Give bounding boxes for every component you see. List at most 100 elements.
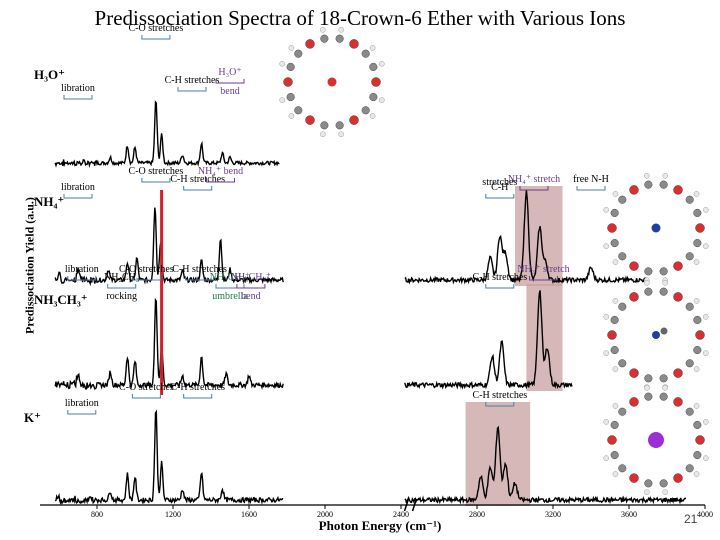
annotation-bracket [107, 284, 137, 289]
oxygen-atom [629, 397, 639, 407]
shaded-region [526, 284, 563, 391]
carbon-atom [693, 315, 702, 325]
carbon-atom [618, 464, 627, 473]
hydrogen-atom [662, 385, 669, 391]
hydrogen-atom [643, 173, 650, 179]
annotation: libration [61, 182, 95, 193]
annotation-bracket [141, 35, 171, 40]
carbon-atom [618, 302, 627, 311]
annotation: H₃O⁺ [218, 67, 241, 78]
hydrogen-atom [379, 61, 385, 67]
hydrogen-atom [338, 27, 345, 33]
carbon-atom [685, 359, 694, 368]
shaded-region [465, 402, 531, 506]
annotation: bend [220, 86, 239, 97]
carbon-atom [659, 180, 668, 189]
carbon-atom [685, 302, 694, 311]
annotation: rocking [106, 291, 137, 302]
oxygen-atom [607, 435, 617, 445]
annotation: NH₃⁺ stretch [517, 264, 569, 275]
annotation-bracket [63, 194, 93, 199]
oxygen-atom [305, 39, 315, 49]
x-axis-label: Photon Energy (cm⁻¹) [318, 518, 442, 533]
annotation-bracket [206, 178, 235, 183]
hydrogen-atom [693, 403, 700, 409]
x-tick-label: 2800 [469, 510, 485, 519]
x-tick-label: 4000 [697, 510, 713, 519]
hydrogen-atom [612, 191, 619, 197]
carbon-atom [618, 195, 627, 204]
hydrogen-atom [703, 350, 709, 356]
x-tick-label: 1600 [241, 510, 257, 519]
carbon-atom [610, 420, 619, 430]
hydrogen-atom [662, 280, 669, 286]
hydrogen-atom [603, 419, 609, 425]
carbon-atom [685, 407, 694, 416]
annotation-bracket [519, 186, 549, 191]
chart-title: Predissociation Spectra of 18-Crown-6 Et… [94, 6, 626, 30]
hydrogen-atom [279, 61, 285, 67]
hydrogen-atom [288, 113, 295, 119]
nitrogen-atom [651, 223, 661, 233]
annotation-bracket [131, 394, 161, 399]
annotation: bend [241, 291, 260, 302]
crown-ether-nh4-icon [603, 173, 709, 283]
oxygen-atom [349, 39, 359, 49]
x-tick-label: 1200 [165, 510, 181, 519]
x-tick-label: 2000 [317, 510, 333, 519]
annotation-bracket [185, 276, 215, 281]
carbon-atom [618, 407, 627, 416]
annotation: NH₂CH₃ [104, 272, 139, 283]
carbon-atom [659, 374, 668, 383]
hydrogen-atom [703, 419, 709, 425]
carbon-atom [286, 92, 295, 102]
carbon-atom [294, 49, 303, 58]
hydrogen-atom [279, 97, 285, 103]
hydrogen-atom [369, 45, 376, 51]
carbon-atom [610, 315, 619, 325]
annotation: C-O stretches [119, 382, 174, 393]
x-tick-label: 2400 [393, 510, 409, 519]
annotation: C-H stretches [170, 382, 225, 393]
oxygen-atom [629, 261, 639, 271]
oxygen-center-atom [327, 77, 337, 87]
spectrum-trace [54, 207, 284, 287]
hydrogen-atom [288, 45, 295, 51]
annotation: NH₃CH₃⁺ [210, 272, 251, 283]
hydrogen-atom [612, 298, 619, 304]
carbon-atom [610, 208, 619, 218]
hydrogen-atom [319, 131, 326, 137]
annotation-bracket [131, 276, 161, 281]
hydrogen-atom [703, 455, 709, 461]
methyl-carbon-atom [660, 327, 668, 335]
oxygen-atom [673, 368, 683, 378]
hydrogen-atom [603, 455, 609, 461]
hydrogen-atom [693, 259, 700, 265]
oxygen-atom [629, 292, 639, 302]
crown-ether-h3o-icon [279, 27, 385, 137]
carbon-atom [361, 106, 370, 115]
oxygen-atom [629, 185, 639, 195]
carbon-atom [369, 62, 378, 72]
hydrogen-atom [612, 471, 619, 477]
hydrogen-atom [703, 207, 709, 213]
annotation-bracket [67, 276, 97, 281]
oxygen-atom [695, 223, 705, 233]
carbon-atom [693, 345, 702, 355]
oxygen-atom [695, 330, 705, 340]
carbon-atom [644, 180, 653, 189]
carbon-atom [320, 34, 329, 43]
hydrogen-atom [369, 113, 376, 119]
annotation: C-H stretches [172, 264, 227, 275]
oxygen-atom [371, 77, 381, 87]
carbon-atom [644, 287, 653, 296]
crown-ether-ch3nh3-icon [603, 280, 709, 390]
carbon-atom [644, 267, 653, 276]
ion-label: NH₄⁺ [34, 194, 64, 209]
hydrogen-atom [319, 27, 326, 33]
spectrum-trace [54, 297, 284, 390]
annotation: libration [65, 398, 99, 409]
annotation-bracket [529, 276, 558, 281]
hydrogen-atom [662, 173, 669, 179]
carbon-atom [693, 208, 702, 218]
